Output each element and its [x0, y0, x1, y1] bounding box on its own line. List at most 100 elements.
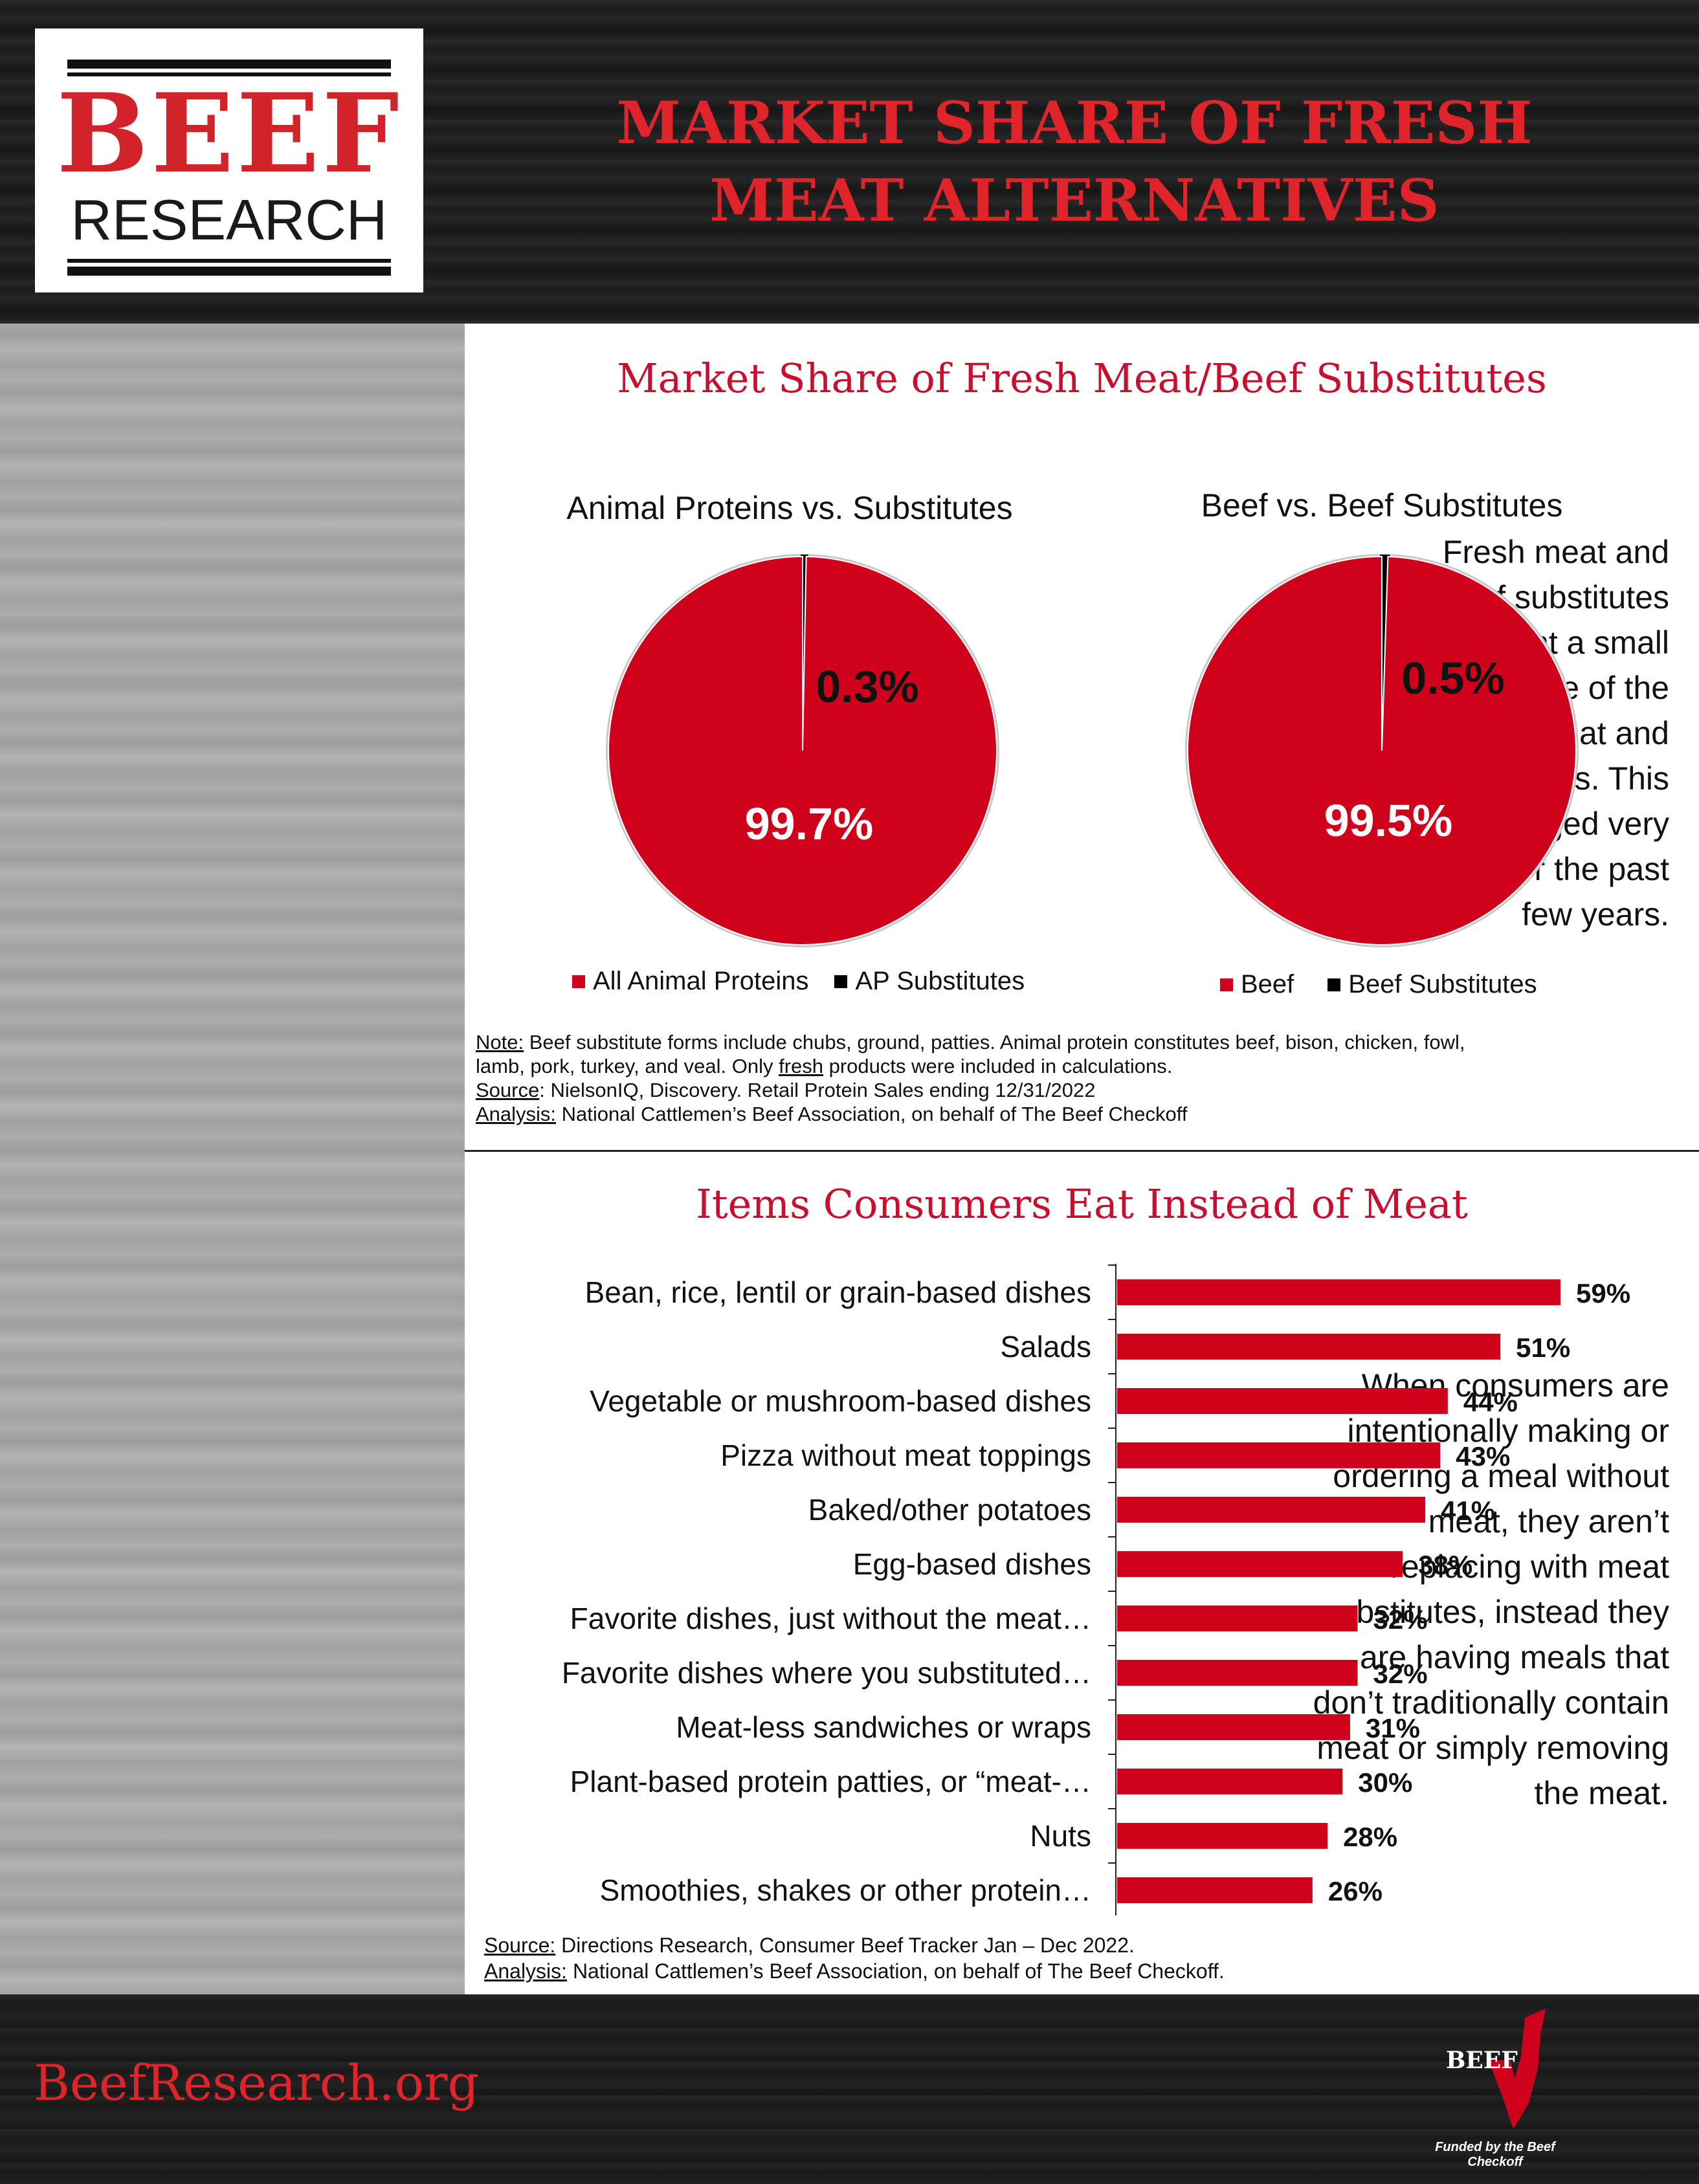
- left-text-2-line: replacing with meat: [1390, 1549, 1669, 1585]
- page-title-line-2: MEAT ALTERNATIVES: [709, 166, 1439, 235]
- note-fresh: fresh: [779, 1055, 823, 1077]
- analysis-label: Analysis:: [476, 1103, 557, 1125]
- legend-swatch: [834, 975, 848, 988]
- left-panel: [0, 324, 465, 1994]
- note-text: products were included in calculations.: [823, 1055, 1173, 1077]
- bar: [1117, 1442, 1441, 1468]
- logo-beef-text: BEEF: [56, 69, 402, 197]
- note-block-1: Note: Beef substitute forms include chub…: [476, 1030, 1673, 1126]
- bar: [1117, 1388, 1448, 1414]
- logo-rule: [67, 72, 391, 76]
- bar-category-label: Nuts: [1030, 1819, 1091, 1853]
- legend-swatch: [1327, 978, 1341, 991]
- logo-rule: [67, 259, 391, 263]
- legend-item: Beef: [1220, 970, 1294, 999]
- bar: [1117, 1823, 1328, 1849]
- pie-label-small: 0.5%: [1401, 653, 1505, 703]
- logo-rule: [67, 60, 391, 69]
- left-text-1-line: few years.: [1522, 896, 1669, 932]
- legend-item: All Animal Proteins: [572, 967, 808, 996]
- source-label: Source: [476, 1079, 540, 1101]
- bar-value-label: 38%: [1418, 1550, 1472, 1580]
- site-link[interactable]: BeefResearch.org: [34, 2054, 480, 2112]
- left-text-2-line: don’t traditionally contain: [1313, 1684, 1669, 1721]
- left-text-2-line: the meat.: [1534, 1775, 1669, 1811]
- header: BEEF RESEARCH MARKET SHARE OF FRESH MEAT…: [0, 0, 1699, 324]
- bar-category-label: Plant-based protein patties, or “meat-…: [570, 1765, 1091, 1798]
- legend-label: Beef: [1241, 970, 1294, 998]
- bar-value-label: 43%: [1456, 1441, 1510, 1472]
- bar-category-label: Smoothies, shakes or other protein…: [600, 1873, 1091, 1907]
- pie-slice-large: [1187, 555, 1577, 945]
- bar-value-label: 28%: [1343, 1822, 1397, 1852]
- source-label: Source:: [484, 1934, 556, 1957]
- legend-animal-proteins: All Animal Proteins AP Substitutes: [572, 967, 1050, 996]
- left-text-1-line: Fresh meat and: [1442, 534, 1669, 570]
- funded-by-text: Funded by the Beef Checkoff: [1435, 2140, 1555, 2169]
- pie-chart-animal-proteins: 99.7% 0.3%: [606, 554, 999, 947]
- section-title-market-share: Market Share of Fresh Meat/Beef Substitu…: [617, 355, 1547, 402]
- bar-category-label: Favorite dishes where you substituted…: [562, 1656, 1091, 1690]
- bar-value-label: 41%: [1441, 1495, 1495, 1526]
- beef-checkoff-logo[interactable]: BEEF: [1443, 2006, 1573, 2135]
- note-text: Beef substitute forms include chubs, gro…: [524, 1031, 1465, 1053]
- bar-value-label: 30%: [1358, 1767, 1412, 1798]
- legend-label: All Animal Proteins: [593, 967, 809, 995]
- bar-category-label: Salads: [1000, 1330, 1091, 1363]
- legend-item: AP Substitutes: [834, 967, 1025, 996]
- note-line: Note: Beef substitute forms include chub…: [476, 1030, 1673, 1054]
- checkoff-logo-text: BEEF: [1446, 2047, 1518, 2074]
- bar-value-label: 26%: [1328, 1876, 1383, 1906]
- pie-label-large: 99.5%: [1324, 795, 1452, 846]
- legend-beef: Beef Beef Substitutes: [1220, 970, 1563, 999]
- legend-label: AP Substitutes: [855, 967, 1025, 995]
- bar-category-label: Baked/other potatoes: [808, 1493, 1091, 1527]
- beef-research-logo[interactable]: BEEF RESEARCH: [35, 28, 423, 292]
- left-text-2-line: meat or simply removing: [1316, 1730, 1669, 1766]
- pie-label-small: 0.3%: [816, 661, 919, 712]
- logo-rule: [67, 267, 391, 276]
- pie-label-large: 99.7%: [745, 799, 873, 849]
- section-divider: [465, 1150, 1699, 1152]
- legend-label: Beef Substitutes: [1348, 970, 1537, 998]
- source-text: Directions Research, Consumer Beef Track…: [555, 1934, 1135, 1957]
- source-text: : NielsonIQ, Discovery. Retail Protein S…: [539, 1079, 1096, 1101]
- footer: BeefResearch.org BEEF Funded by the Beef…: [0, 1994, 1699, 2184]
- bar: [1117, 1769, 1343, 1794]
- note-line: Source: Directions Research, Consumer Be…: [484, 1932, 1225, 1958]
- legend-swatch: [572, 975, 585, 988]
- note-line: Analysis: National Cattlemen’s Beef Asso…: [484, 1958, 1225, 1984]
- analysis-text: National Cattlemen’s Beef Association, o…: [567, 1959, 1225, 1983]
- bar-value-label: 44%: [1463, 1387, 1518, 1417]
- logo-research-text: RESEARCH: [71, 188, 388, 252]
- bar-category-label: Favorite dishes, just without the meat…: [570, 1602, 1091, 1635]
- note-line: lamb, pork, turkey, and veal. Only fresh…: [476, 1054, 1673, 1078]
- note-block-2: Source: Directions Research, Consumer Be…: [484, 1932, 1225, 1984]
- bar: [1117, 1334, 1501, 1360]
- bar-category-label: Meat-less sandwiches or wraps: [676, 1710, 1091, 1744]
- legend-swatch: [1220, 978, 1233, 991]
- section-title-items: Items Consumers Eat Instead of Meat: [696, 1180, 1468, 1228]
- bar: [1117, 1714, 1350, 1740]
- bar-category-label: Pizza without meat toppings: [720, 1439, 1091, 1472]
- legend-item: Beef Substitutes: [1327, 970, 1537, 999]
- bar: [1117, 1605, 1358, 1631]
- bar-value-label: 51%: [1516, 1332, 1570, 1363]
- left-text-2-line: substitutes, instead they: [1322, 1594, 1669, 1630]
- bar: [1117, 1877, 1313, 1903]
- page-title: MARKET SHARE OF FRESH MEAT ALTERNATIVES: [466, 84, 1683, 239]
- note-label: Note:: [476, 1031, 524, 1053]
- pie-title-animal-proteins: Animal Proteins vs. Substitutes: [566, 490, 1013, 526]
- pie-chart-beef: 99.5% 0.5%: [1185, 554, 1579, 947]
- left-text-2-line: meat, they aren’t: [1428, 1503, 1669, 1539]
- bar: [1117, 1279, 1560, 1305]
- bar: [1117, 1551, 1403, 1577]
- bar-category-label: Vegetable or mushroom-based dishes: [590, 1384, 1091, 1418]
- left-text-2-line: are having meals that: [1359, 1639, 1669, 1675]
- bar-category-label: Bean, rice, lentil or grain-based dishes: [585, 1275, 1091, 1309]
- bar-value-label: 32%: [1373, 1604, 1428, 1635]
- note-line: Source: NielsonIQ, Discovery. Retail Pro…: [476, 1078, 1673, 1102]
- bar-value-label: 59%: [1576, 1278, 1630, 1308]
- note-text: lamb, pork, turkey, and veal. Only: [476, 1055, 779, 1077]
- left-text-consumers: When consumers are intentionally making o…: [1313, 1363, 1669, 1816]
